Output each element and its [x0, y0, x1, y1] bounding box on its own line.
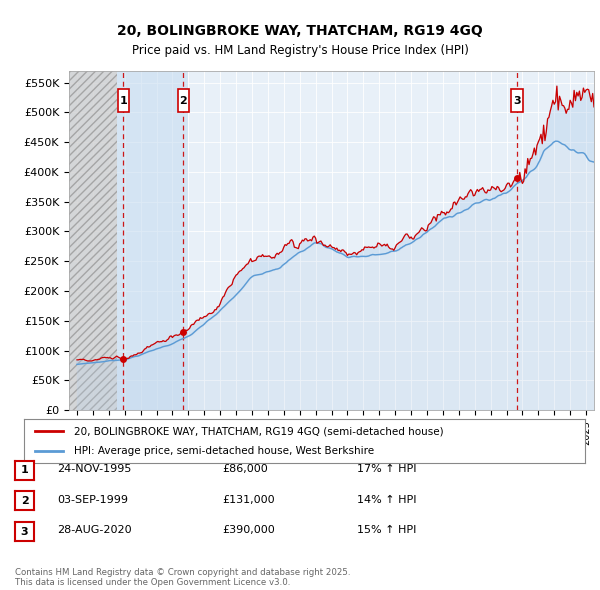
FancyBboxPatch shape [511, 89, 523, 112]
Text: 03-SEP-1999: 03-SEP-1999 [57, 495, 128, 504]
Text: Contains HM Land Registry data © Crown copyright and database right 2025.
This d: Contains HM Land Registry data © Crown c… [15, 568, 350, 587]
Bar [117, 71, 188, 410]
Text: 3: 3 [21, 527, 28, 536]
Text: 1: 1 [21, 466, 28, 475]
Text: 15% ↑ HPI: 15% ↑ HPI [357, 526, 416, 535]
Text: 3: 3 [513, 96, 521, 106]
Text: £131,000: £131,000 [222, 495, 275, 504]
Text: 2: 2 [21, 496, 28, 506]
FancyBboxPatch shape [118, 89, 128, 112]
Text: Price paid vs. HM Land Registry's House Price Index (HPI): Price paid vs. HM Land Registry's House … [131, 44, 469, 57]
Text: 28-AUG-2020: 28-AUG-2020 [57, 526, 131, 535]
Text: 17% ↑ HPI: 17% ↑ HPI [357, 464, 416, 474]
Text: 24-NOV-1995: 24-NOV-1995 [57, 464, 131, 474]
Text: 1: 1 [119, 96, 127, 106]
Text: 14% ↑ HPI: 14% ↑ HPI [357, 495, 416, 504]
Text: 2: 2 [179, 96, 187, 106]
Text: £86,000: £86,000 [222, 464, 268, 474]
Text: HPI: Average price, semi-detached house, West Berkshire: HPI: Average price, semi-detached house,… [74, 446, 374, 455]
Text: £390,000: £390,000 [222, 526, 275, 535]
FancyBboxPatch shape [178, 89, 188, 112]
Bar [69, 71, 117, 410]
Text: 20, BOLINGBROKE WAY, THATCHAM, RG19 4GQ: 20, BOLINGBROKE WAY, THATCHAM, RG19 4GQ [117, 24, 483, 38]
Text: 20, BOLINGBROKE WAY, THATCHAM, RG19 4GQ (semi-detached house): 20, BOLINGBROKE WAY, THATCHAM, RG19 4GQ … [74, 427, 444, 436]
